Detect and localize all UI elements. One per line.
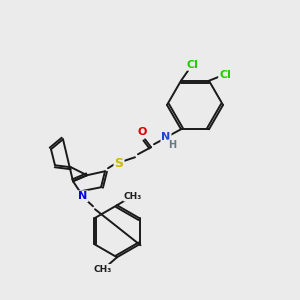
- Text: H: H: [168, 140, 176, 150]
- Text: O: O: [137, 127, 147, 137]
- Text: CH₃: CH₃: [94, 265, 112, 274]
- Text: S: S: [115, 157, 124, 170]
- Text: Cl: Cl: [219, 70, 231, 80]
- Text: N: N: [161, 132, 171, 142]
- Text: Cl: Cl: [186, 60, 198, 70]
- Text: CH₃: CH₃: [124, 192, 142, 201]
- Text: N: N: [78, 191, 88, 201]
